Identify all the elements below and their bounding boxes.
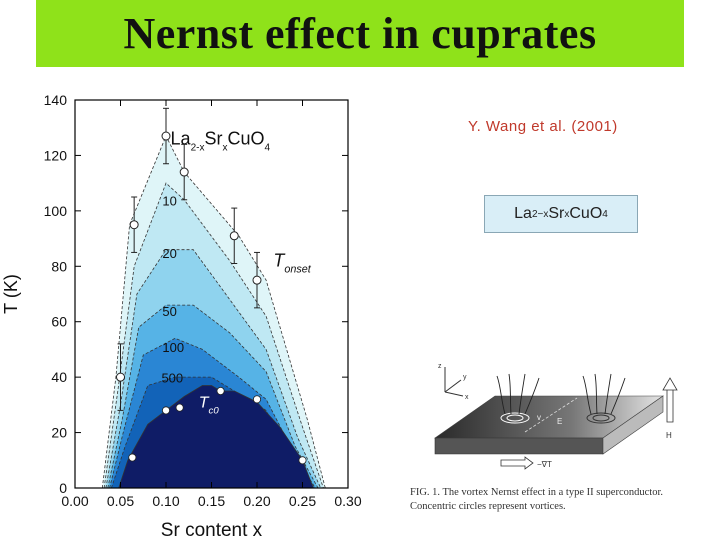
formula-base: La [514,205,532,222]
tc-point [298,456,307,465]
tc-point [128,453,137,462]
axes-triad: z y x [438,363,469,401]
y-tick-label: 140 [44,92,68,108]
e-field-line [524,397,578,433]
contour-label: 100 [162,340,184,355]
onset-point [116,372,125,382]
caption-line-2: Concentric circles represent vortices. [410,501,566,512]
onset-label: Tonset [273,250,311,275]
axis-x-label: x [465,394,469,401]
y-tick-label: 0 [59,480,67,496]
formula-tail: CuO [569,205,603,222]
onset-point [179,167,189,177]
y-tick-label: 120 [44,147,68,163]
y-tick-label: 60 [51,314,67,330]
vortex-nernst-figure: z y x E v H −∇T [434,363,678,470]
x-tick-label: 0.25 [289,493,316,509]
gradient-arrow: −∇T [500,456,552,470]
onset-point [161,131,171,141]
y-tick-label: 100 [44,203,68,219]
formula-sub: 2−x [531,208,549,220]
formula-box: La 2−x Sr x CuO 4 [484,195,638,233]
formula-rest: Sr [548,205,565,222]
contour-label: 50 [162,304,176,319]
title-banner: Nernst effect in cuprates [36,0,684,67]
velocity-label: v [537,413,541,422]
slab-front [434,437,604,455]
tc-point [161,406,170,415]
axis-z-label: z [438,363,442,370]
formula-sub3: 4 [602,208,608,220]
citation-text: Y. Wang et al. (2001) [468,118,618,135]
y-tick-label: 40 [51,369,67,385]
x-tick-label: 0.20 [243,493,270,509]
y-axis-label: T (K) [1,274,21,314]
vortex-left [496,373,540,424]
h-field-label: H [666,431,672,440]
y-tick-label: 80 [51,258,67,274]
phase-diagram-chart: 0.00 0.05 0.10 0.15 0.20 0.25 0.30 0 20 40 60 80 100… [1,92,362,540]
e-field-label: E [557,417,562,426]
onset-point [229,231,239,241]
x-tick-label: 0.30 [334,493,361,509]
onset-point [252,275,262,285]
tc0-label: Tc0 [199,395,220,417]
tc-point [216,386,225,395]
x-tick-label: 0.00 [61,493,88,509]
contour-label: 10 [162,193,176,208]
tc-point [175,403,184,412]
axis-y-label: y [463,374,467,381]
formula-sub2: x [564,208,570,220]
onset-point [129,220,139,230]
y-tick-label: 20 [51,425,67,441]
x-tick-label: 0.15 [198,493,225,509]
x-tick-label: 0.10 [152,493,179,509]
tc-point [252,395,261,404]
slide-title: Nernst effect in cuprates [123,9,597,58]
caption-line-1: FIG. 1. The vortex Nernst effect in a ty… [410,487,663,498]
contour-label: 500 [161,371,183,386]
contour-label: 20 [162,246,176,261]
x-tick-label: 0.05 [107,493,134,509]
gradient-label: −∇T [537,460,552,469]
figure-caption: FIG. 1. The vortex Nernst effect in a ty… [410,486,715,514]
h-field-arrow: H [662,377,678,440]
inset-formula: La2-xSrxCuO4 [171,128,271,153]
slab-side [602,395,664,455]
x-axis-label: Sr content x [161,520,263,540]
vortex-right [582,373,626,424]
